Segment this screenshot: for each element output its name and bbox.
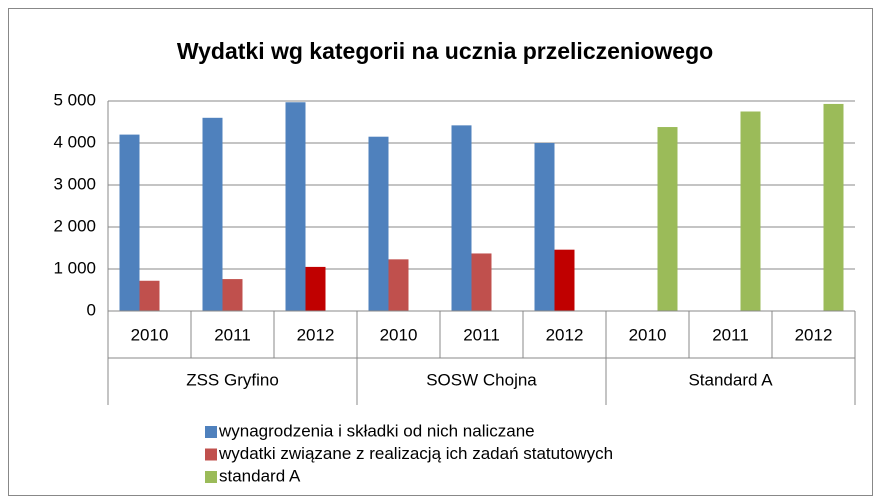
chart-title: Wydatki wg kategorii na ucznia przelicze…: [177, 38, 713, 64]
group-label: ZSS Gryfino: [186, 370, 279, 389]
x-tick-label: 2012: [297, 325, 335, 344]
bar: [657, 127, 678, 311]
legend-swatch: [205, 448, 217, 461]
y-tick-label: 5 000: [53, 90, 96, 109]
group-label: Standard A: [688, 370, 773, 389]
y-tick-label: 2 000: [53, 216, 96, 235]
y-tick-label: 4 000: [53, 132, 96, 151]
bar: [222, 279, 243, 311]
bar: [388, 259, 409, 311]
bar: [285, 102, 306, 311]
y-tick-label: 0: [87, 300, 96, 319]
x-tick-label: 2010: [629, 325, 667, 344]
y-tick-label: 1 000: [53, 258, 96, 277]
y-tick-label: 3 000: [53, 174, 96, 193]
x-tick-label: 2012: [795, 325, 833, 344]
x-tick-label: 2010: [131, 325, 169, 344]
bar: [368, 136, 389, 311]
bar: [534, 143, 555, 311]
x-tick-label: 2011: [712, 325, 749, 344]
legend-label: wynagrodzenia i składki od nich naliczan…: [218, 421, 535, 440]
legend-swatch: [205, 471, 217, 483]
legend-label: wydatki związane z realizacją ich zadań …: [218, 444, 613, 463]
bar: [202, 117, 223, 311]
bar: [119, 134, 140, 311]
x-tick-label: 2011: [463, 325, 500, 344]
bar: [139, 280, 160, 311]
bar: [451, 125, 472, 311]
bar: [471, 253, 492, 311]
group-label: SOSW Chojna: [426, 370, 537, 389]
bar: [305, 266, 326, 311]
x-tick-label: 2010: [380, 325, 418, 344]
bar: [823, 103, 844, 311]
legend-swatch: [205, 426, 217, 438]
bar: [554, 249, 575, 311]
legend-label: standard A: [219, 466, 301, 485]
bar: [740, 111, 761, 311]
x-tick-label: 2011: [214, 325, 251, 344]
x-tick-label: 2012: [546, 325, 584, 344]
chart-border: [8, 8, 873, 496]
